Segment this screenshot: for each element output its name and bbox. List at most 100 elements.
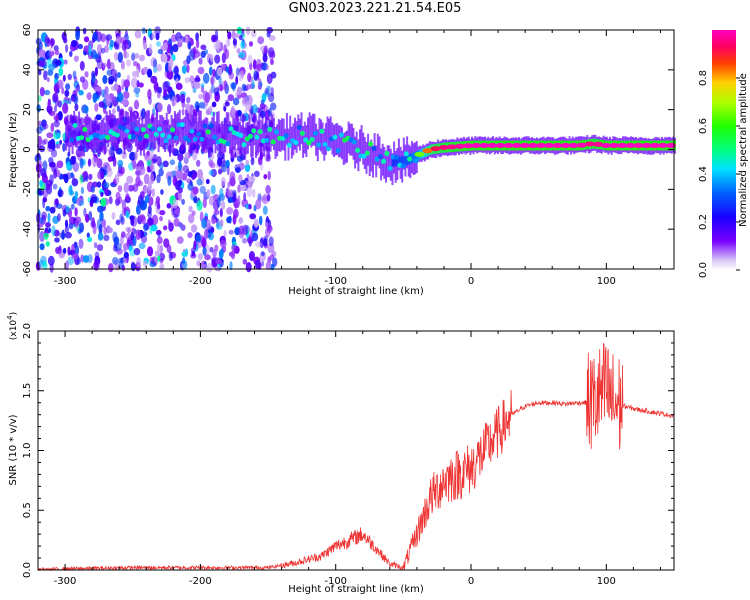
- spectrogram-ridge-peak: [124, 128, 130, 134]
- spectrogram-noise-speckle: [227, 196, 233, 204]
- spectrogram-noise-speckle: [184, 77, 190, 84]
- spectrogram-noise-speckle: [200, 50, 206, 59]
- spectrogram-noise-speckle: [156, 243, 161, 252]
- spectrogram-noise-speckle: [260, 62, 264, 68]
- y-tick-label: -60: [22, 261, 33, 277]
- spectrogram-ridge-halo: [230, 124, 233, 157]
- spectrogram-ridge-halo: [221, 121, 223, 154]
- spectrogram-noise-speckle: [245, 100, 252, 111]
- spectrogram-noise-speckle: [177, 191, 182, 202]
- spectrogram-noise-speckle: [64, 260, 69, 271]
- spectrogram-ridge-halo: [190, 121, 193, 154]
- spectrogram-ridge-halo: [378, 136, 381, 169]
- spectrogram-ridge-peak: [410, 152, 416, 158]
- spectrogram-ridge-halo: [216, 111, 219, 144]
- spectrogram-noise-speckle: [160, 189, 164, 195]
- x-tick-label: 100: [597, 276, 616, 287]
- spectrogram-noise-speckle: [147, 218, 154, 227]
- spectrogram-noise-speckle: [168, 222, 174, 232]
- spectrogram-ridge-peak: [430, 146, 441, 152]
- spectrogram-ridge-halo: [326, 116, 329, 149]
- spectrogram-ridge-peak: [601, 143, 612, 148]
- y-tick-label: 20: [22, 103, 33, 116]
- spectrogram-noise-speckle: [270, 102, 277, 111]
- spectrogram-ridge-halo: [266, 129, 269, 162]
- spectrogram-noise-speckle: [214, 54, 221, 64]
- y-tick-label: 2.0: [22, 323, 33, 339]
- spectrogram-noise-speckle: [108, 263, 114, 273]
- spectrogram-ridge-halo: [186, 113, 189, 145]
- spectrogram-noise-speckle: [135, 205, 141, 215]
- spectrogram-ridge-peak: [137, 136, 143, 142]
- spectrogram-noise-speckle: [153, 82, 159, 91]
- spectrogram-ridge-halo: [182, 118, 184, 151]
- spectrogram-noise-speckle: [139, 54, 145, 62]
- spectrogram-noise-speckle: [62, 102, 69, 114]
- spectrogram-noise-speckle: [201, 218, 208, 229]
- spectrogram-noise-speckle: [234, 202, 239, 208]
- spectrogram-noise-speckle: [226, 38, 231, 47]
- spectrogram-noise-speckle: [67, 151, 71, 157]
- spectrogram-noise-speckle: [186, 64, 190, 73]
- spectrogram-ridge-peak: [202, 123, 208, 129]
- spectrogram-noise-speckle: [195, 234, 202, 243]
- spectrogram-ridge-halo: [276, 124, 279, 157]
- spectrogram-ridge-halo: [354, 136, 357, 169]
- spectrogram-noise-speckle: [153, 58, 158, 68]
- spectrogram-noise-speckle: [131, 52, 135, 61]
- spectrogram-ridge-peak: [519, 143, 530, 148]
- spectrogram-noise-speckle: [50, 122, 55, 133]
- spectrogram-noise-speckle: [38, 60, 46, 68]
- spectrogram-noise-speckle: [150, 224, 158, 232]
- spectrogram-noise-speckle: [36, 104, 41, 113]
- spectrogram-ridge-halo: [152, 118, 155, 151]
- spectrogram-ridge-peak: [413, 158, 419, 164]
- spectrogram-noise-speckle: [200, 44, 207, 51]
- spectrogram-noise-speckle: [52, 183, 58, 190]
- spectrogram-ridge-halo: [310, 115, 313, 148]
- spectrogram-noise-speckle: [75, 29, 80, 41]
- spectrogram-noise-speckle: [267, 92, 275, 103]
- spectrogram-noise-speckle: [251, 29, 257, 38]
- spectrogram-noise-speckle: [115, 219, 121, 226]
- spectrogram-noise-speckle: [216, 40, 221, 51]
- spectrogram-ridge-halo: [248, 114, 251, 147]
- spectrogram-ridge-halo: [225, 112, 228, 145]
- spectrogram-ridge-peak: [544, 143, 555, 148]
- figure-title: GN03.2023.221.21.54.E05: [288, 1, 462, 16]
- spectrogram-ridge-peak: [153, 131, 159, 137]
- spectrogram-noise-speckle: [122, 39, 128, 45]
- spectrogram-noise-speckle: [248, 250, 256, 262]
- spectrogram-ridge-peak: [173, 135, 179, 141]
- spectrogram-ridge-peak: [394, 154, 400, 160]
- spectrogram-noise-speckle: [235, 75, 239, 85]
- spectrogram-noise-speckle: [232, 38, 237, 46]
- spectrogram-noise-speckle: [64, 219, 69, 228]
- spectrogram-noise-speckle: [226, 216, 232, 224]
- y-tick-label: 0.5: [22, 502, 33, 518]
- spectrogram-noise-speckle: [181, 65, 187, 74]
- spectrogram-noise-speckle: [168, 251, 173, 261]
- spectrogram-noise-speckle: [237, 184, 241, 193]
- spectrogram-noise-speckle: [159, 263, 165, 270]
- spectrogram-noise-speckle: [90, 185, 95, 193]
- spectrogram-noise-speckle: [83, 105, 89, 114]
- spectrogram-noise-speckle: [217, 168, 223, 175]
- spectrogram-noise-speckle: [73, 219, 80, 227]
- spectrogram-noise-speckle: [198, 57, 203, 65]
- spectrogram-ridge-halo: [341, 127, 344, 160]
- spectrogram-noise-speckle: [113, 83, 119, 91]
- spectrogram-noise-speckle: [147, 210, 152, 219]
- spectrogram-noise-speckle: [266, 73, 273, 85]
- spectrogram-noise-speckle: [182, 165, 189, 174]
- spectrogram-noise-speckle: [156, 41, 161, 47]
- spectrogram-noise-speckle: [123, 91, 130, 100]
- spectrogram-noise-speckle: [159, 215, 163, 222]
- spectrogram-noise-speckle: [178, 160, 182, 172]
- spectrogram-noise-speckle: [254, 170, 260, 177]
- spectrogram-noise-speckle: [45, 241, 50, 247]
- spectrogram-ridge-halo: [268, 126, 270, 159]
- spectrogram-noise-speckle: [65, 44, 69, 53]
- y-tick-label: 0: [22, 146, 33, 152]
- spectrogram-ridge-peak: [264, 137, 270, 143]
